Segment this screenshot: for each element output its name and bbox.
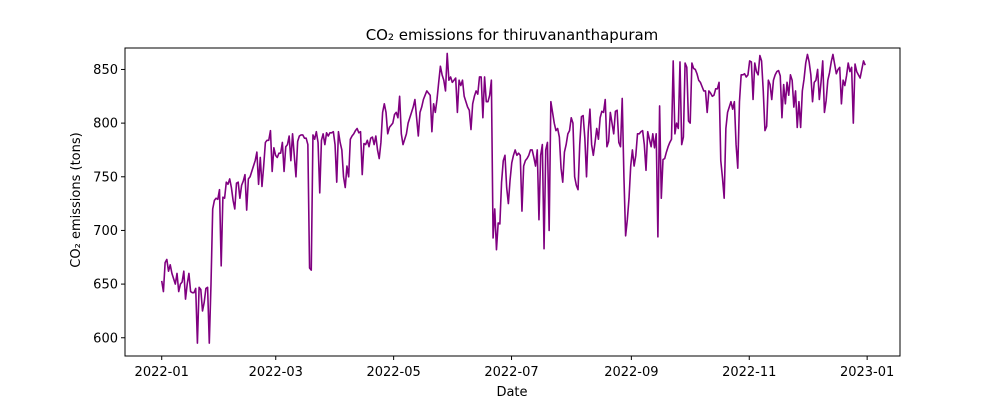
x-tick-label: 2023-01 (840, 365, 894, 380)
y-tick-label: 850 (93, 63, 118, 78)
y-tick-label: 750 (93, 170, 118, 185)
x-tick-label: 2022-05 (366, 365, 420, 380)
plot-frame (124, 47, 901, 357)
y-tick-label: 600 (93, 331, 118, 346)
y-axis: 600 650 700 750 800 850 (93, 63, 125, 346)
y-tick-label: 700 (93, 224, 118, 239)
y-axis-label: CO₂ emissions (tons) (69, 132, 84, 267)
x-tick-label: 2022-09 (604, 365, 658, 380)
x-tick-label: 2022-01 (135, 365, 189, 380)
x-tick-label: 2022-03 (249, 365, 303, 380)
x-tick-label: 2022-07 (484, 365, 538, 380)
x-axis: 2022-01 2022-03 2022-05 2022-07 2022-09 2022-… (135, 356, 894, 380)
series-line (160, 52, 866, 344)
x-tick-label: 2022-11 (722, 365, 776, 380)
x-axis-label: Date (496, 385, 527, 400)
chart-title: CO₂ emissions for thiruvananthapuram (366, 26, 659, 44)
y-tick-label: 800 (93, 117, 118, 132)
y-tick-label: 650 (93, 278, 118, 293)
